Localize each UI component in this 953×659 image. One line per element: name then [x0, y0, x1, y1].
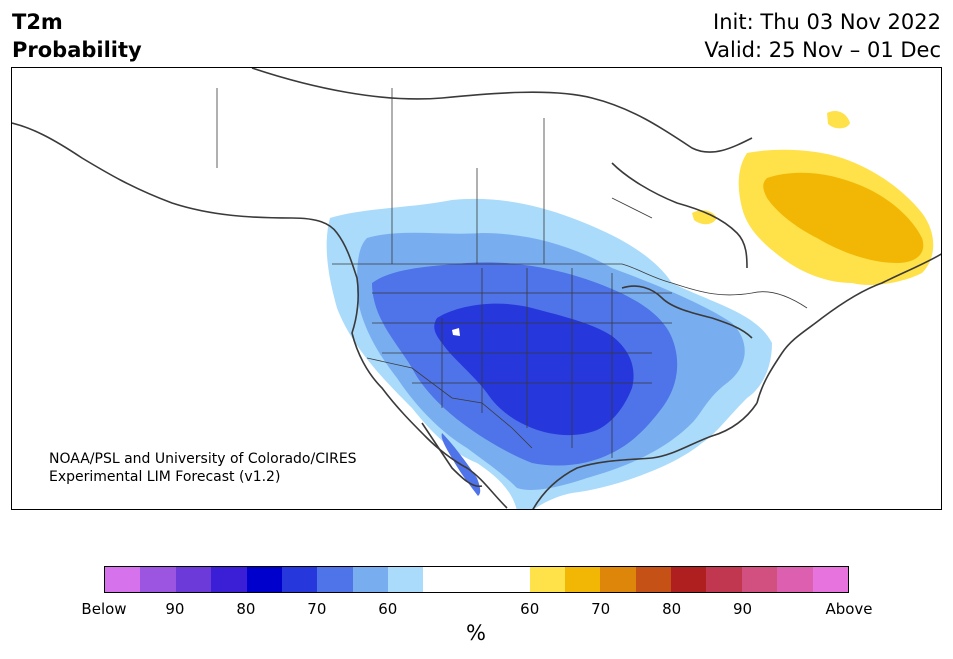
- colorbar-segment: [777, 567, 813, 592]
- us-state-grid: [372, 268, 672, 458]
- chart-title: T2m Probability: [12, 8, 142, 64]
- us-canada-border: [332, 263, 808, 309]
- forecast-map: [11, 67, 942, 510]
- east-coast: [756, 253, 941, 404]
- prob-contour-60-above-island: [827, 111, 850, 129]
- colorbar-segment: [600, 567, 636, 592]
- colorbar-segment: [706, 567, 742, 592]
- colorbar-tick-label: 90: [733, 600, 753, 618]
- colorbar-unit: %: [466, 621, 486, 645]
- great-lakes: [621, 285, 753, 339]
- colorbar-segment: [529, 567, 565, 592]
- arctic-coast: [251, 68, 753, 153]
- colorbar-segment: [281, 567, 318, 592]
- prob-hole: [452, 328, 460, 336]
- valid-range: Valid: 25 Nov – 01 Dec: [704, 38, 941, 62]
- colorbar-tick-label: 80: [662, 600, 682, 618]
- title-line-1: T2m: [12, 10, 63, 34]
- credit-line-2: Experimental LIM Forecast (v1.2): [49, 469, 281, 485]
- us-mexico-border: [366, 357, 533, 449]
- colorbar-tick-label: 90: [165, 600, 185, 618]
- canadian-provinces: [216, 88, 653, 264]
- colorbar-tick-label: 70: [591, 600, 611, 618]
- probability-colorbar: [104, 566, 849, 593]
- colorbar-segment: [105, 567, 141, 592]
- credit-line-1: NOAA/PSL and University of Colorado/CIRE…: [49, 451, 357, 467]
- prob-contour-70-above: [763, 172, 924, 263]
- colorbar-segment: [812, 567, 848, 592]
- colorbar-segment: [635, 567, 672, 592]
- gulf-coast: [532, 402, 758, 509]
- map-credit: NOAA/PSL and University of Colorado/CIRE…: [49, 450, 357, 486]
- west-coast: [12, 122, 508, 509]
- colorbar-tick-label: 80: [236, 600, 256, 618]
- colorbar-segment: [352, 567, 388, 592]
- prob-contour-60-above-labrador-west: [692, 210, 717, 225]
- colorbar-segment: [246, 567, 282, 592]
- colorbar-segment: [317, 567, 353, 592]
- colorbar-segment: [564, 567, 601, 592]
- political-borders: [216, 88, 808, 458]
- date-info: Init: Thu 03 Nov 2022 Valid: 25 Nov – 01…: [704, 8, 941, 64]
- colorbar-segment: [671, 567, 707, 592]
- title-line-2: Probability: [12, 38, 142, 62]
- colorbar-tick-label: 60: [520, 600, 540, 618]
- map-canvas: [12, 68, 941, 509]
- colorbar-segment: [388, 567, 424, 592]
- init-date: Init: Thu 03 Nov 2022: [713, 10, 941, 34]
- coastlines: [12, 68, 941, 509]
- hudson-bay: [611, 162, 748, 269]
- colorbar-tick-label: 60: [378, 600, 398, 618]
- colorbar-segment: [741, 567, 778, 592]
- colorbar-tick-label: Below: [81, 600, 127, 618]
- colorbar-segment: [140, 567, 176, 592]
- colorbar-tick-label: Above: [825, 600, 873, 618]
- colorbar-tick-label: 70: [307, 600, 327, 618]
- colorbar-segment: [175, 567, 212, 592]
- prob-contour-90-below: [434, 303, 634, 436]
- baja-peninsula: [421, 422, 483, 488]
- colorbar-segment: [423, 567, 530, 592]
- colorbar-segment: [211, 567, 247, 592]
